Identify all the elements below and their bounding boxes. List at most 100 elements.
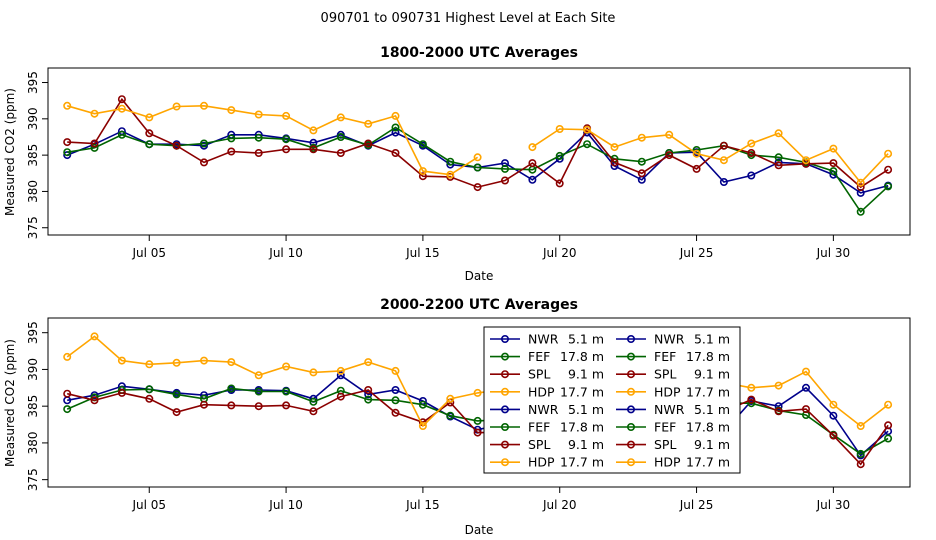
y-tick-label: 375 [26,216,40,239]
data-point [719,178,728,187]
data-point [364,119,373,128]
legend-marker [626,352,635,361]
series-nwr [63,371,893,460]
y-tick-label: 385 [26,144,40,167]
legend-entry: FEF 17.8 m [490,349,604,364]
data-point [63,405,72,414]
data-point [117,95,126,104]
legend-entry: NWR 5.1 m [616,332,730,347]
legend-height: 5.1 m [568,332,604,347]
data-point [528,159,537,168]
y-tick-label: 390 [26,107,40,130]
legend-marker [626,440,635,449]
data-point [391,111,400,120]
legend-entry: FEF 17.8 m [490,420,604,435]
y-tick-label: 385 [26,395,40,418]
y-axis-label: Measured CO2 (ppm) [3,88,17,216]
legend-height: 17.8 m [686,420,730,435]
data-point [829,159,838,168]
data-point [364,139,373,148]
legend-entry: FEF 17.8 m [616,349,730,364]
legend-height: 17.7 m [686,455,730,470]
legend-entry: SPL 9.1 m [616,437,730,452]
legend-height: 9.1 m [568,437,604,452]
y-axis-label: Measured CO2 (ppm) [3,339,17,467]
data-point [63,352,72,361]
legend-height: 9.1 m [694,367,730,382]
data-point [172,408,181,417]
data-point [63,101,72,110]
data-point [145,129,154,138]
data-point [473,388,482,397]
data-point [774,161,783,170]
data-point [583,125,592,134]
data-point [336,392,345,401]
data-point [172,102,181,111]
data-point [473,153,482,162]
data-point [829,144,838,153]
legend-entry: NWR 5.1 m [616,402,730,417]
data-point [884,421,893,430]
series-line [531,128,889,184]
panel-title: 1800-2000 UTC Averages [380,45,578,61]
data-point [473,428,482,437]
data-point [254,387,263,396]
data-point [309,397,318,406]
data-point [282,387,291,396]
legend-label: HDP [528,384,555,399]
data-point [282,362,291,371]
data-point [884,165,893,174]
data-point [63,138,72,147]
legend-marker [500,458,509,467]
legend-entry: HDP 17.7 m [616,384,730,399]
data-point [692,149,701,158]
data-point [364,395,373,404]
data-point [63,389,72,398]
series-line [67,97,889,189]
data-point [801,367,810,376]
data-point [282,111,291,120]
data-point [747,395,756,404]
data-point [555,125,564,134]
series-line [67,389,889,466]
legend-entry: HDP 17.7 m [490,384,604,399]
legend-height: 17.8 m [686,349,730,364]
data-point [309,407,318,416]
data-point [391,385,400,394]
data-point [856,421,865,430]
data-point [856,207,865,216]
legend-marker [500,370,509,379]
data-point [227,134,236,143]
data-point [418,172,427,181]
data-point [172,358,181,367]
legend-box [483,326,741,474]
legend-entry: SPL 9.1 m [490,367,604,382]
data-point [90,332,99,341]
data-point [227,106,236,115]
data-point [336,371,345,380]
data-point [172,141,181,150]
data-point [583,140,592,149]
legend-marker [626,458,635,467]
y-tick-label: 395 [26,321,40,344]
legend-height: 17.8 m [560,420,604,435]
data-point [200,400,209,409]
data-point [145,113,154,122]
legend-entry: SPL 9.1 m [490,437,604,452]
legend-entry: FEF 17.8 m [616,420,730,435]
legend-entry: NWR 5.1 m [490,332,604,347]
data-point [145,140,154,149]
data-point [90,396,99,405]
data-point [227,401,236,410]
data-point [364,385,373,394]
legend-marker [626,387,635,396]
data-point [391,396,400,405]
data-point [391,366,400,375]
legend-marker [626,334,635,343]
data-point [555,179,564,188]
data-point [254,402,263,411]
x-tick-label: Jul 10 [268,498,303,512]
data-point [829,167,838,176]
series-line [67,126,889,214]
series-line [66,104,479,176]
